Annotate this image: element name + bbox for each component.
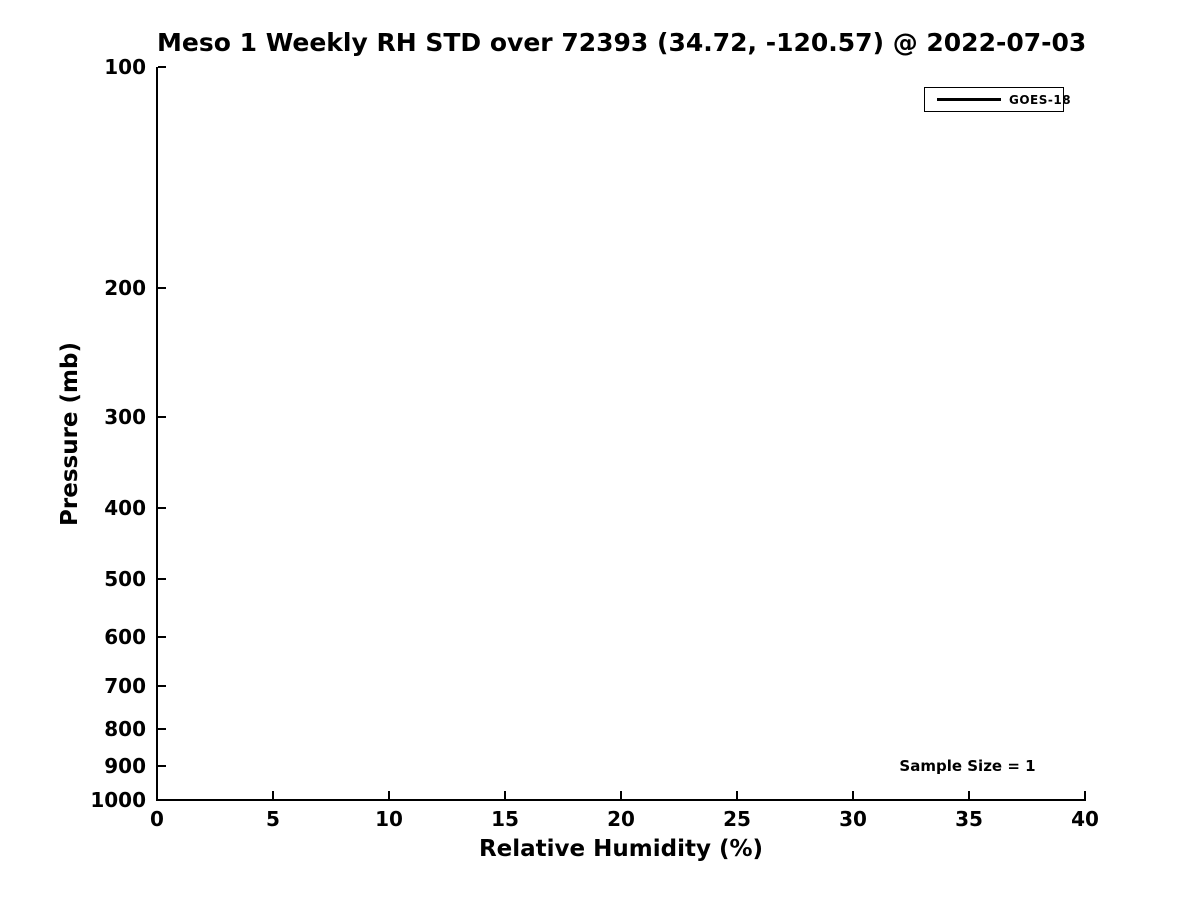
y-tick-mark	[158, 727, 166, 730]
y-tick-label: 300	[104, 404, 146, 429]
x-tick-label: 15	[491, 807, 519, 831]
y-tick-label: 800	[104, 716, 146, 741]
x-tick-label: 5	[266, 807, 280, 831]
y-tick-mark	[158, 636, 166, 639]
sample-size-annotation: Sample Size = 1	[899, 757, 1036, 775]
y-tick-mark	[158, 66, 166, 68]
x-tick-label: 10	[375, 807, 403, 831]
x-tick-mark	[968, 791, 970, 799]
y-tick-label: 200	[104, 275, 146, 300]
legend-box: GOES-18	[924, 87, 1071, 112]
x-tick-label: 20	[607, 807, 635, 831]
x-tick-mark	[736, 791, 738, 799]
y-tick-label: 600	[104, 625, 146, 650]
x-axis-spine	[156, 799, 1086, 801]
x-axis-label: Relative Humidity (%)	[478, 836, 764, 862]
y-tick-label: 900	[104, 754, 146, 779]
y-tick-label: 1000	[90, 788, 146, 812]
x-tick-mark	[852, 791, 854, 799]
legend-entry-label: GOES-18	[1009, 92, 1072, 107]
y-axis-spine	[156, 67, 158, 801]
x-tick-mark	[388, 791, 390, 799]
y-tick-mark	[158, 578, 166, 581]
x-tick-mark	[272, 791, 274, 799]
y-tick-mark	[158, 765, 166, 768]
x-tick-mark	[1084, 791, 1086, 799]
x-tick-mark	[620, 791, 622, 799]
chart-title: Meso 1 Weekly RH STD over 72393 (34.72, …	[157, 28, 1087, 57]
y-tick-mark	[158, 507, 166, 510]
x-tick-label: 35	[955, 807, 983, 831]
legend-line-sample	[937, 98, 1001, 101]
y-tick-label: 500	[104, 567, 146, 592]
y-tick-mark	[158, 685, 166, 688]
y-tick-mark	[158, 415, 166, 418]
x-tick-label: 30	[839, 807, 867, 831]
x-tick-mark	[504, 791, 506, 799]
y-tick-label: 400	[104, 496, 146, 521]
x-tick-label: 25	[723, 807, 751, 831]
y-tick-mark	[158, 799, 166, 801]
x-tick-mark	[156, 791, 158, 799]
x-tick-label: 0	[150, 807, 164, 831]
x-tick-label: 40	[1071, 807, 1099, 831]
y-tick-mark	[158, 286, 166, 289]
y-tick-label: 700	[104, 674, 146, 699]
y-tick-label: 100	[104, 55, 146, 79]
